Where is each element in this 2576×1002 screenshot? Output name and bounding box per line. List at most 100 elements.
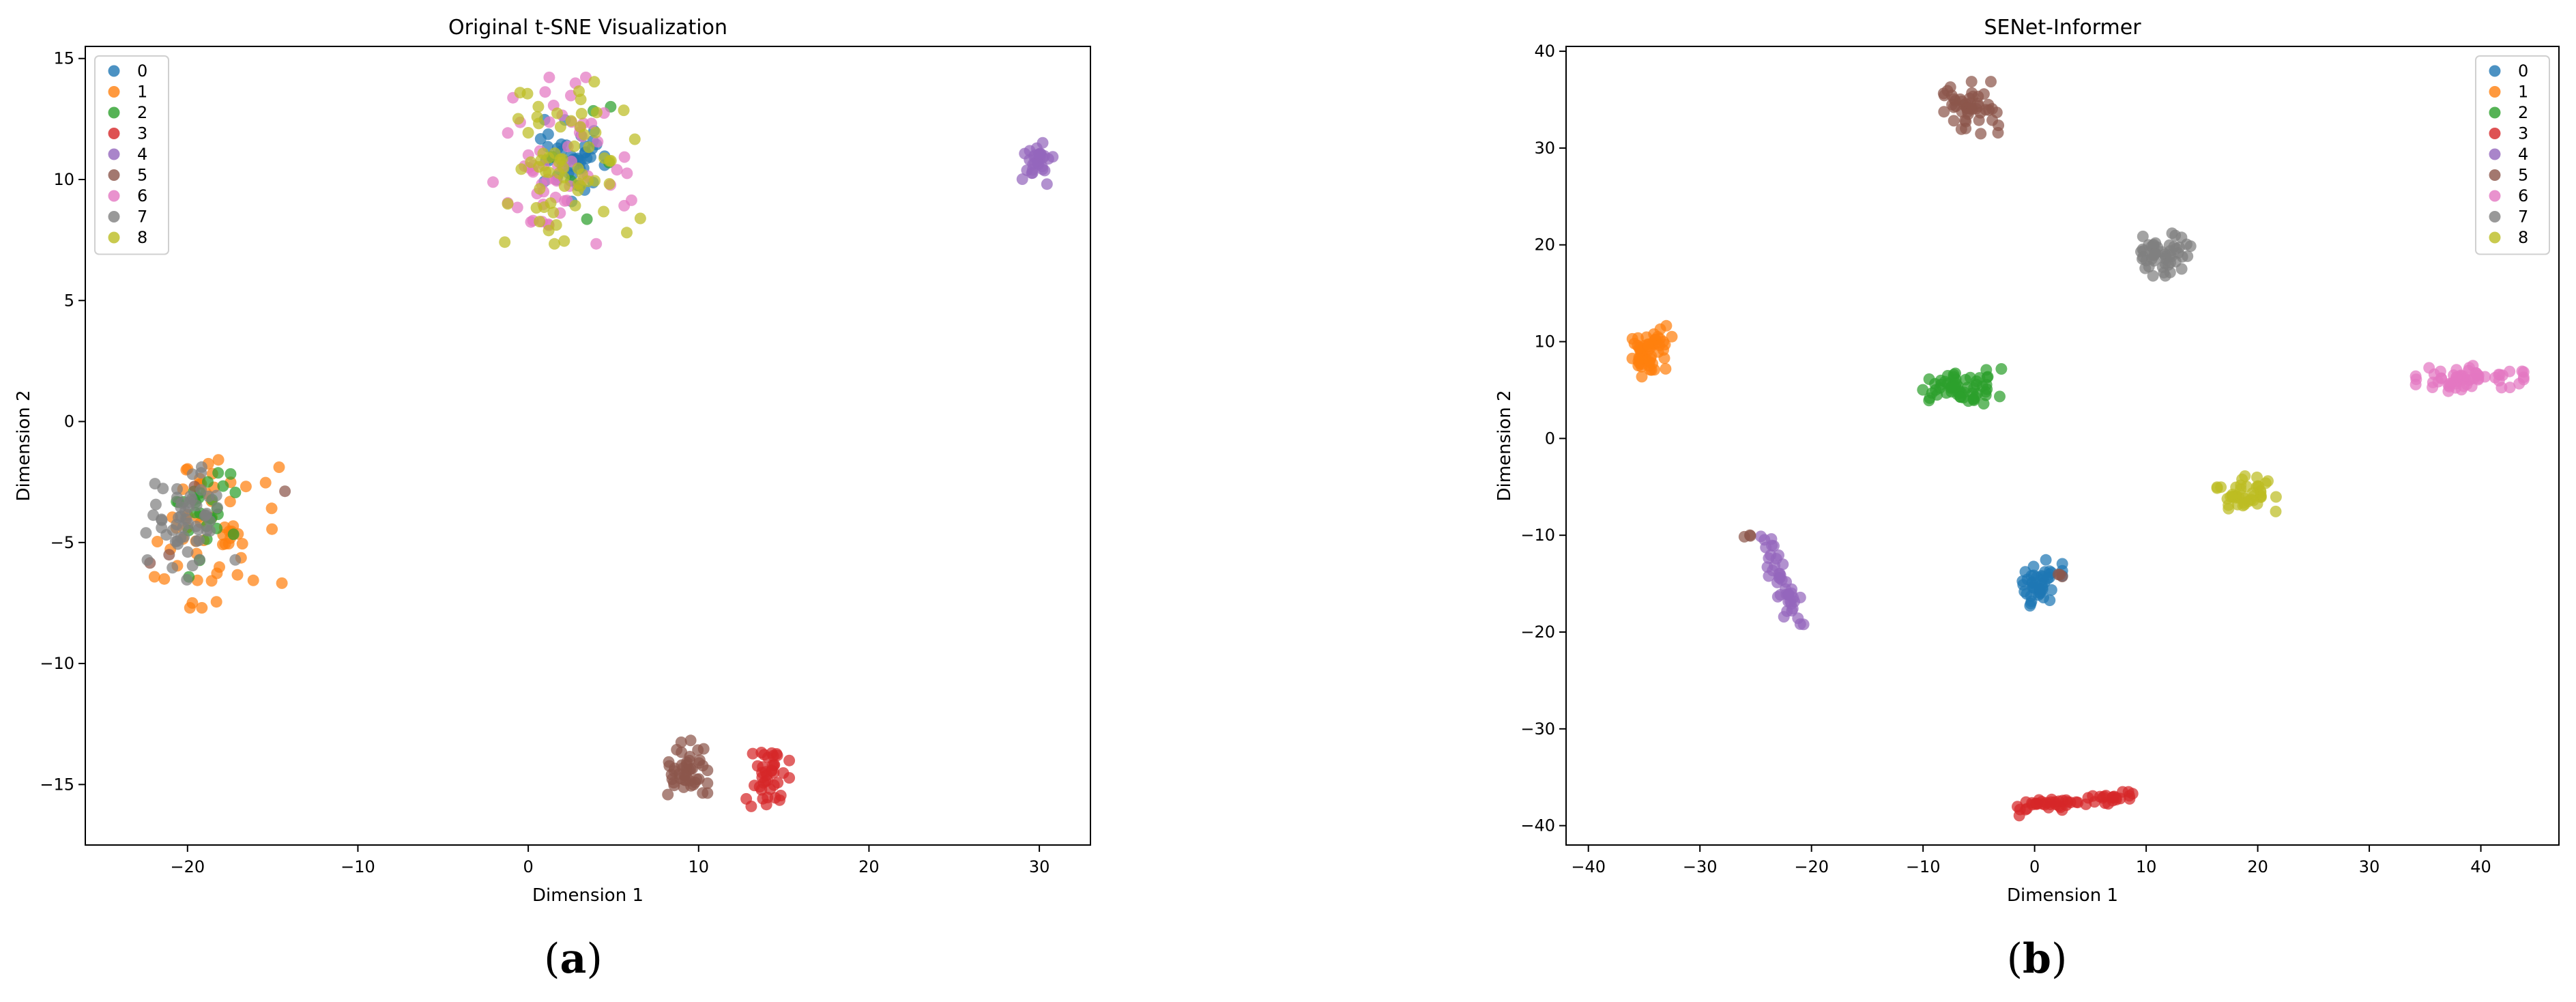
point-a-class-1 bbox=[266, 523, 278, 535]
legend-label-b-5: 5 bbox=[2518, 166, 2528, 185]
point-b-class-2 bbox=[1980, 364, 1993, 376]
point-a-class-7 bbox=[199, 510, 211, 521]
point-a-class-7 bbox=[203, 490, 215, 502]
point-a-class-7 bbox=[186, 560, 199, 572]
x-tick-label-a: 20 bbox=[858, 857, 880, 876]
legend-marker-a-3 bbox=[108, 128, 120, 139]
x-tick-label-b: 40 bbox=[2470, 857, 2491, 876]
caption-b-letter: b bbox=[2023, 935, 2051, 983]
point-b-class-3 bbox=[2046, 793, 2058, 805]
legend-marker-a-4 bbox=[108, 148, 120, 160]
point-a-class-3 bbox=[740, 792, 753, 805]
point-b-class-2 bbox=[1949, 380, 1961, 392]
point-b-class-6 bbox=[2409, 370, 2422, 382]
chart-title-a: Original t-SNE Visualization bbox=[448, 16, 727, 40]
point-a-class-8 bbox=[590, 126, 602, 139]
point-a-class-8 bbox=[589, 175, 601, 187]
point-a-class-1 bbox=[259, 476, 272, 489]
point-a-class-7 bbox=[182, 546, 194, 558]
point-b-class-4 bbox=[1770, 553, 1782, 565]
point-a-class-1 bbox=[265, 502, 278, 515]
point-b-class-6 bbox=[2504, 382, 2516, 394]
point-b-class-2 bbox=[1924, 392, 1936, 404]
x-tick-label-b: 0 bbox=[2029, 857, 2040, 876]
legend-marker-a-5 bbox=[108, 169, 120, 181]
point-a-class-8 bbox=[545, 197, 557, 210]
point-a-class-2 bbox=[229, 487, 242, 498]
point-a-class-1 bbox=[186, 597, 199, 609]
caption-b-open: ( bbox=[2007, 935, 2023, 983]
point-a-class-8 bbox=[558, 235, 570, 247]
legend-label-a-7: 7 bbox=[137, 207, 147, 227]
point-a-class-8 bbox=[628, 133, 641, 145]
point-b-class-0 bbox=[2024, 600, 2036, 612]
x-tick-label-b: 10 bbox=[2136, 857, 2157, 876]
point-a-class-8 bbox=[531, 111, 543, 123]
legend-label-a-6: 6 bbox=[137, 186, 147, 205]
point-a-class-7 bbox=[186, 468, 199, 481]
point-a-class-4 bbox=[1024, 145, 1036, 157]
x-tick-label-b: 30 bbox=[2359, 857, 2380, 876]
x-tick-label-b: −20 bbox=[1794, 857, 1829, 876]
point-a-class-7 bbox=[193, 534, 205, 546]
y-tick-label-b: 0 bbox=[1545, 429, 1555, 448]
point-a-class-1 bbox=[214, 561, 225, 573]
point-b-class-0 bbox=[2027, 560, 2040, 573]
legend-label-b-7: 7 bbox=[2518, 207, 2528, 227]
point-a-class-3 bbox=[762, 774, 774, 786]
point-a-class-8 bbox=[618, 104, 630, 117]
point-b-class-6 bbox=[2495, 382, 2508, 394]
y-tick-label-b: 30 bbox=[1534, 139, 1555, 158]
point-a-class-8 bbox=[568, 140, 581, 152]
point-b-class-3 bbox=[2070, 796, 2083, 808]
point-a-class-8 bbox=[549, 238, 560, 250]
point-b-class-5 bbox=[1948, 115, 1960, 127]
point-a-class-1 bbox=[217, 539, 229, 551]
point-b-class-6 bbox=[2467, 360, 2479, 372]
point-a-class-8 bbox=[558, 180, 570, 192]
legend-marker-b-6 bbox=[2489, 190, 2501, 202]
point-a-class-8 bbox=[534, 183, 546, 195]
points-a bbox=[140, 71, 1059, 812]
point-a-class-3 bbox=[755, 747, 768, 758]
caption-a-open: ( bbox=[544, 935, 560, 983]
point-a-class-8 bbox=[575, 121, 586, 133]
plot-frame-a bbox=[85, 46, 1091, 846]
point-b-class-1 bbox=[1643, 356, 1655, 368]
legend-label-a-8: 8 bbox=[137, 228, 147, 247]
point-a-class-3 bbox=[770, 748, 783, 760]
legend-label-b-2: 2 bbox=[2518, 103, 2528, 122]
point-a-class-7 bbox=[147, 509, 160, 521]
point-a-class-1 bbox=[210, 596, 222, 608]
point-b-class-4 bbox=[1792, 612, 1804, 625]
point-b-class-5 bbox=[1973, 114, 1985, 126]
point-b-class-8 bbox=[2215, 481, 2227, 493]
point-b-class-3 bbox=[2021, 803, 2033, 815]
point-a-class-6 bbox=[502, 127, 514, 139]
y-tick-label-b: −40 bbox=[1520, 816, 1555, 835]
point-b-class-6 bbox=[2472, 369, 2484, 382]
point-a-class-7 bbox=[195, 484, 207, 496]
point-a-class-8 bbox=[534, 216, 546, 228]
point-a-class-7 bbox=[201, 524, 213, 536]
point-a-class-8 bbox=[515, 163, 527, 175]
y-tick-label-b: 20 bbox=[1534, 235, 1555, 255]
legend-box-b bbox=[2475, 55, 2550, 255]
point-a-class-4 bbox=[1032, 157, 1044, 169]
x-tick-label-b: 20 bbox=[2247, 857, 2268, 876]
point-b-class-8 bbox=[2251, 471, 2263, 483]
point-a-class-1 bbox=[224, 496, 236, 508]
point-b-class-0 bbox=[2027, 582, 2039, 594]
point-a-class-2 bbox=[202, 476, 214, 488]
point-b-class-1 bbox=[1660, 362, 1672, 375]
point-b-class-2 bbox=[1970, 375, 1982, 387]
point-b-class-7 bbox=[2140, 255, 2152, 267]
point-b-class-5 bbox=[1978, 88, 1990, 100]
point-b-class-2 bbox=[1939, 375, 1951, 388]
legend-marker-b-5 bbox=[2489, 169, 2501, 181]
legend-marker-b-0 bbox=[2489, 65, 2501, 77]
legend-marker-b-3 bbox=[2489, 128, 2501, 139]
point-b-class-1 bbox=[1634, 357, 1646, 369]
x-tick-label-b: −30 bbox=[1683, 857, 1718, 876]
